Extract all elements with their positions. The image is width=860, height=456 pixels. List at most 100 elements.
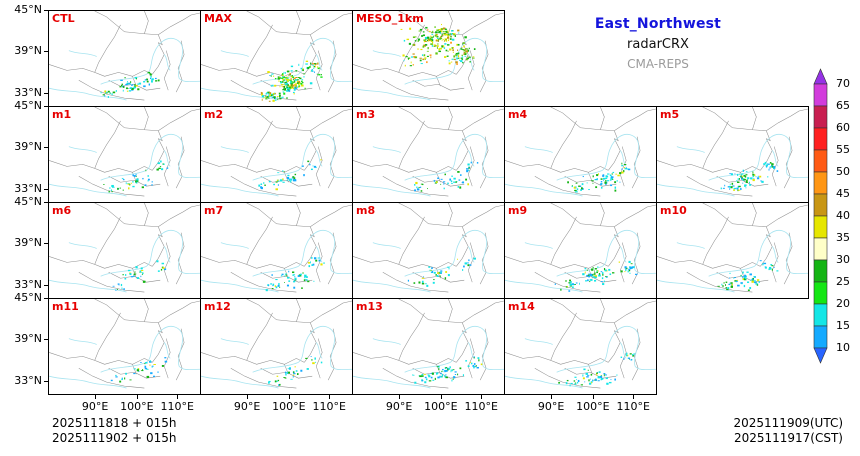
rivers xyxy=(505,229,656,293)
lat-tick xyxy=(44,243,48,245)
province-borders xyxy=(505,203,656,293)
panel-label: m2 xyxy=(204,108,224,121)
map-m12 xyxy=(201,299,352,389)
rivers xyxy=(353,133,504,197)
province-borders xyxy=(353,107,504,197)
rivers xyxy=(505,325,656,389)
colorbar-segment xyxy=(813,193,828,217)
radar-echoes xyxy=(414,161,479,192)
lat-tick xyxy=(44,10,48,11)
colorbar-segment xyxy=(813,105,828,129)
colorbar-value: 40 xyxy=(836,209,850,222)
panel-ctl: CTL xyxy=(48,10,201,107)
panel-m5: m5 xyxy=(656,106,809,203)
valid-time-utc: 2025111909(UTC) xyxy=(733,416,844,430)
province-borders xyxy=(49,203,200,293)
colorbar-bottom-arrow xyxy=(813,347,828,364)
panel-label: m8 xyxy=(356,204,376,217)
lon-tick xyxy=(440,395,442,399)
figure-header: East_Northwest radarCRX CMA-REPS xyxy=(506,16,810,71)
lon-label: 110°E xyxy=(464,400,498,413)
colorbar-value: 45 xyxy=(836,187,850,200)
rivers xyxy=(353,229,504,293)
colorbar-segment xyxy=(813,325,828,349)
rivers xyxy=(201,325,352,389)
colorbar-value: 30 xyxy=(836,253,850,266)
product-name: radarCRX xyxy=(627,37,689,52)
radar-echoes xyxy=(412,356,483,384)
lat-label: 33°N xyxy=(14,277,42,291)
panel-m6: m6 xyxy=(48,202,201,299)
panel-meso_1km: MESO_1km xyxy=(352,10,505,107)
lat-label: 39°N xyxy=(14,236,42,250)
map-m6 xyxy=(49,203,200,293)
rivers xyxy=(201,133,352,197)
lon-label: 90°E xyxy=(537,400,565,413)
radar-echoes xyxy=(103,160,169,193)
radar-echoes xyxy=(400,23,476,67)
map-m5 xyxy=(657,107,808,197)
lat-label: 33°N xyxy=(14,181,42,195)
lon-label: 90°E xyxy=(385,400,413,413)
panel-label: m10 xyxy=(660,204,687,217)
panel-m3: m3 xyxy=(352,106,505,203)
lon-label: 100°E xyxy=(272,400,306,413)
province-borders xyxy=(49,107,200,197)
radar-echoes xyxy=(258,159,322,191)
province-borders xyxy=(201,299,352,389)
panel-label: m7 xyxy=(204,204,224,217)
rivers xyxy=(353,37,504,101)
colorbar-segment xyxy=(813,149,828,173)
lat-tick xyxy=(44,284,48,286)
panel-m8: m8 xyxy=(352,202,505,299)
lon-label: 100°E xyxy=(576,400,610,413)
colorbar-value: 50 xyxy=(836,165,850,178)
province-borders xyxy=(505,107,656,197)
panel-m14: m14 xyxy=(504,298,657,395)
init-time-block: 2025111818 + 015h 2025111902 + 015h xyxy=(52,416,177,446)
radar-echoes xyxy=(100,71,160,98)
map-meso_1km xyxy=(353,11,504,101)
map-m2 xyxy=(201,107,352,197)
province-borders xyxy=(353,203,504,293)
map-max xyxy=(201,11,352,102)
province-borders xyxy=(353,11,504,101)
region-title: East_Northwest xyxy=(594,16,722,32)
lon-tick xyxy=(399,395,401,399)
map-m3 xyxy=(353,107,504,197)
colorbar-segment xyxy=(813,171,828,195)
colorbar-segment xyxy=(813,303,828,327)
radar-echoes xyxy=(268,356,323,387)
radar-echoes xyxy=(558,352,636,387)
lon-tick xyxy=(633,395,635,399)
rivers xyxy=(505,133,656,197)
radar-echoes xyxy=(110,357,168,383)
lon-tick xyxy=(551,395,553,399)
lat-label: 33°N xyxy=(14,373,42,387)
panel-label: m1 xyxy=(52,108,72,121)
panel-m1: m1 xyxy=(48,106,201,203)
colorbar-value: 55 xyxy=(836,143,850,156)
lat-label: 39°N xyxy=(14,140,42,154)
radar-echoes xyxy=(265,257,325,292)
lat-label: 45°N xyxy=(14,195,42,208)
lon-tick xyxy=(481,395,483,399)
panel-label: m5 xyxy=(660,108,680,121)
lat-tick xyxy=(44,339,48,341)
map-m9 xyxy=(505,203,656,293)
panel-m7: m7 xyxy=(200,202,353,299)
lat-tick xyxy=(44,188,48,190)
panel-m4: m4 xyxy=(504,106,657,203)
rivers xyxy=(353,325,504,389)
lat-tick xyxy=(44,380,48,382)
colorbar-value: 20 xyxy=(836,297,850,310)
lat-tick xyxy=(44,106,48,107)
colorbar-value: 10 xyxy=(836,341,850,354)
panel-label: m6 xyxy=(52,204,72,217)
province-borders xyxy=(201,107,352,197)
radar-echoes xyxy=(720,161,779,192)
colorbar-segment xyxy=(813,127,828,151)
lat-tick xyxy=(44,298,48,299)
radar-echoes xyxy=(260,60,323,102)
